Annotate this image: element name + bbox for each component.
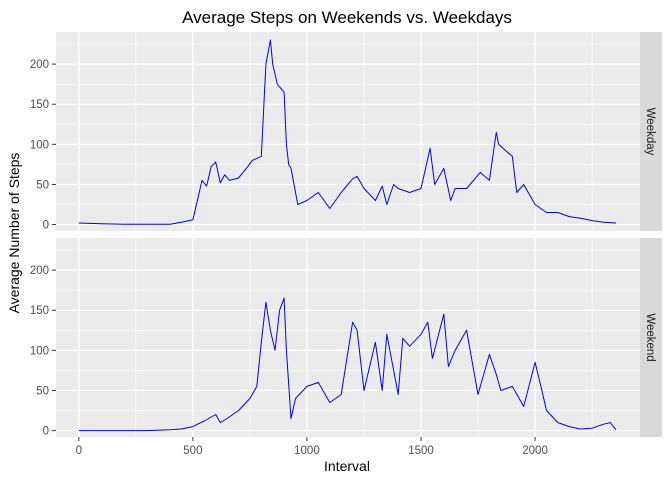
y-tick-label: 150 [30, 99, 49, 111]
facet-strip [640, 32, 662, 231]
series-line-weekend [78, 297, 617, 432]
y-tick-label: 100 [30, 139, 49, 151]
x-tick-label: 0 [76, 445, 82, 457]
x-tick-label: 2000 [522, 445, 548, 457]
x-tick-label: 500 [183, 445, 202, 457]
x-axis-title: Interval [324, 458, 370, 474]
y-tick-label: 0 [43, 220, 49, 232]
panel-background [56, 32, 640, 231]
facet-panels: 0 50 100 150 200 Weekday 0 50 100 150 200 Weekend [30, 32, 662, 438]
y-tick-label: 0 [43, 426, 49, 438]
x-tick-label: 1500 [408, 445, 434, 457]
y-tick-label: 200 [30, 59, 49, 71]
y-axis-title: Average Number of Steps [6, 153, 22, 314]
facet-label: Weekday [644, 108, 656, 156]
y-tick-label: 50 [36, 385, 49, 397]
facet-strip [640, 238, 662, 437]
x-axis: 0 500 1000 1500 2000 [76, 437, 548, 457]
x-tick-label: 1000 [294, 445, 320, 457]
panel-weekday: 0 50 100 150 200 Weekday [30, 32, 662, 232]
series-line-weekday [78, 39, 617, 225]
y-tick-label: 200 [30, 265, 49, 277]
facet-label: Weekend [644, 313, 656, 361]
y-tick-label: 150 [30, 305, 49, 317]
y-tick-label: 50 [36, 179, 49, 191]
panel-weekend: 0 50 100 150 200 Weekend [30, 238, 662, 438]
y-tick-label: 100 [30, 345, 49, 357]
panel-background [56, 238, 640, 437]
chart-title: Average Steps on Weekends vs. Weekdays [182, 8, 512, 27]
